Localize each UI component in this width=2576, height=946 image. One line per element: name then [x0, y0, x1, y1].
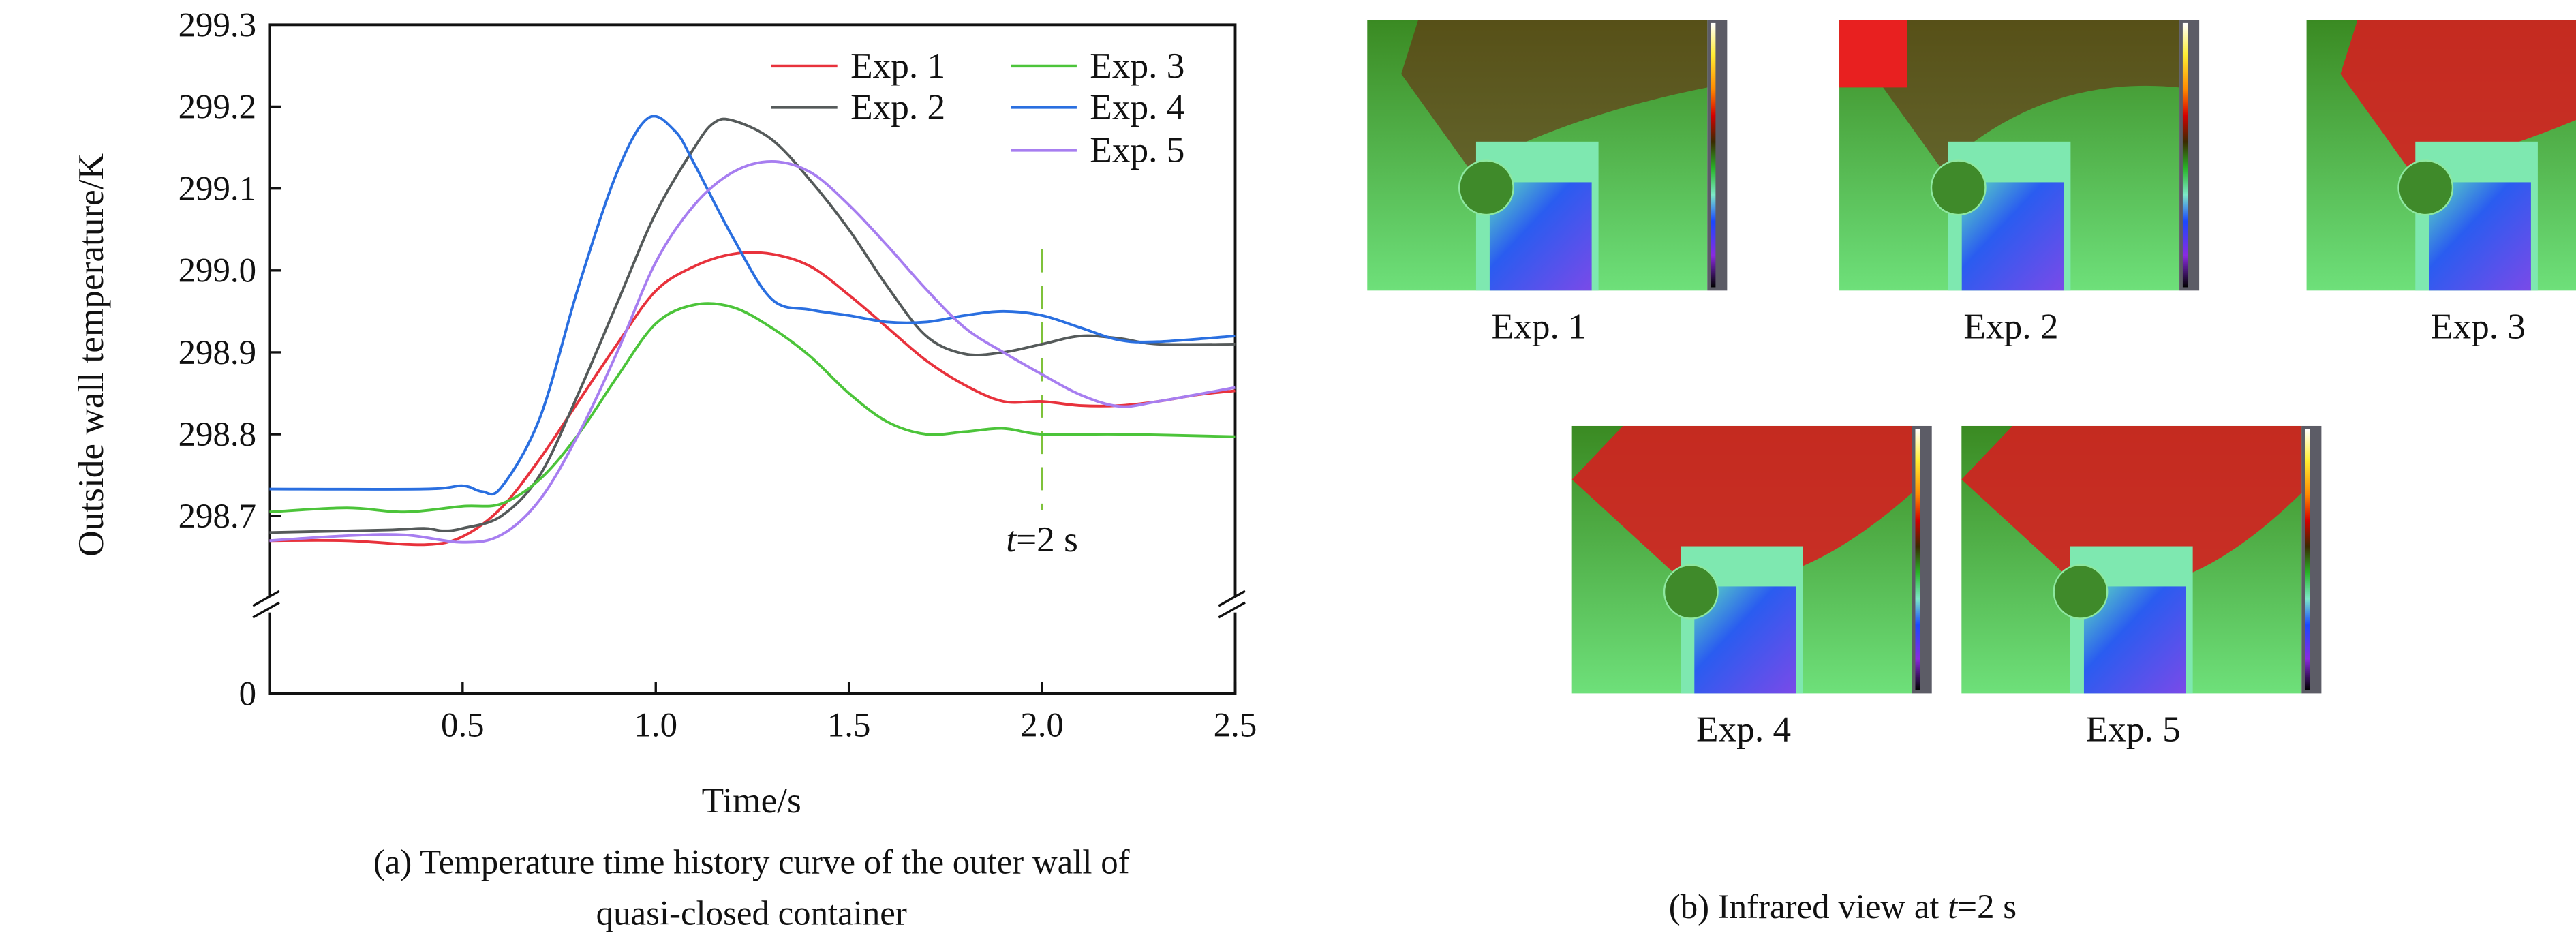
caption-b-italic: t — [1948, 888, 1959, 926]
infrared-panel-label: Exp. 3 — [2431, 307, 2526, 347]
caption-a-line1: (a) Temperature time history curve of th… — [373, 843, 1130, 881]
caption-b-prefix: (b) Infrared view at — [1669, 888, 1948, 926]
colorbar-frame — [2179, 20, 2200, 291]
axis-break-mark — [252, 601, 280, 619]
colorbar — [2305, 429, 2310, 690]
infrared-image-panel: Exp. 3 — [2306, 20, 2576, 347]
x-tick-label: 2.5 — [1214, 706, 1257, 744]
temperature-chart: 298.7 298.8 298.9 299.0 299.1 299.2 299.3 0 0.5… — [71, 6, 1257, 932]
y-tick-label: 299.2 — [179, 88, 256, 126]
infrared-hot-region — [1961, 425, 2302, 589]
infrared-panels: Exp. 1 Exp. 2 Exp. 3 Exp. 4 Exp. 5 — [1367, 20, 2576, 750]
y-tick-label: 298.9 — [179, 334, 256, 372]
infrared-round-feature — [1930, 159, 1987, 216]
infrared-round-feature — [1663, 564, 1719, 620]
y-tick-label: 298.7 — [179, 498, 256, 536]
axis-break-mark — [1218, 601, 1246, 619]
series-line-exp-4 — [269, 115, 1236, 496]
legend-label: Exp. 4 — [1090, 87, 1184, 127]
x-tick-label: 1.5 — [827, 706, 871, 744]
series-line-exp-5 — [269, 160, 1236, 544]
axis-break-mark — [252, 590, 280, 607]
infrared-hot-region — [1571, 425, 1912, 583]
infrared-image-panel: Exp. 5 — [1961, 425, 2322, 750]
infrared-hot-region — [1401, 20, 1708, 169]
y-tick-label: 299.1 — [179, 170, 256, 209]
x-tick-label: 1.0 — [634, 706, 677, 744]
series-line-exp-2 — [269, 117, 1236, 534]
infrared-panel-label: Exp. 1 — [1492, 307, 1586, 347]
infrared-image-panel: Exp. 4 — [1571, 425, 1932, 750]
x-tick-label: 2.0 — [1020, 706, 1064, 744]
annotation-text: =2 s — [1016, 519, 1078, 560]
infrared-hot-region — [2340, 20, 2576, 169]
caption-b: (b) Infrared view at t=2 s — [1669, 888, 2017, 926]
y-tick-label: 299.3 — [179, 6, 256, 44]
colorbar — [1711, 22, 1716, 288]
infrared-panel-label: Exp. 5 — [2086, 710, 2181, 750]
colorbar-frame — [1707, 20, 1728, 291]
plot-frame — [268, 23, 1237, 695]
x-axis-label: Time/s — [702, 780, 801, 821]
infrared-hot-region — [1873, 20, 2180, 169]
infrared-round-feature — [1458, 159, 1514, 216]
axis-break-mark — [1218, 590, 1246, 607]
t2-annotation: t=2 s — [1006, 519, 1078, 560]
infrared-hot-corner — [1839, 20, 1907, 88]
caption-a-line2: quasi-closed container — [596, 895, 907, 933]
y-tick-label: 299.0 — [179, 252, 256, 290]
legend-label: Exp. 5 — [1090, 129, 1184, 170]
colorbar-frame — [2301, 425, 2322, 694]
colorbar-frame — [1912, 425, 1932, 694]
legend-label: Exp. 2 — [850, 87, 945, 127]
legend-label: Exp. 1 — [850, 46, 945, 86]
infrared-image-panel: Exp. 1 — [1367, 20, 1728, 347]
infrared-round-feature — [2397, 159, 2454, 216]
y-tick-label-zero: 0 — [239, 675, 256, 713]
colorbar — [1915, 429, 1920, 690]
legend-label: Exp. 3 — [1090, 46, 1184, 86]
infrared-panel-label: Exp. 2 — [1963, 307, 2058, 347]
infrared-image-panel: Exp. 2 — [1839, 20, 2200, 347]
x-tick-label: 0.5 — [441, 706, 485, 744]
annotation-italic: t — [1006, 519, 1017, 560]
y-tick-label: 298.8 — [179, 416, 256, 454]
infrared-panel-label: Exp. 4 — [1696, 710, 1791, 750]
y-axis-label: Outside wall temperature/K — [71, 153, 111, 557]
colorbar — [2182, 22, 2188, 288]
caption-b-suffix: =2 s — [1957, 888, 2017, 926]
axis-break-marks — [252, 590, 1246, 619]
series-line-exp-3 — [269, 302, 1236, 514]
infrared-round-feature — [2053, 564, 2109, 620]
